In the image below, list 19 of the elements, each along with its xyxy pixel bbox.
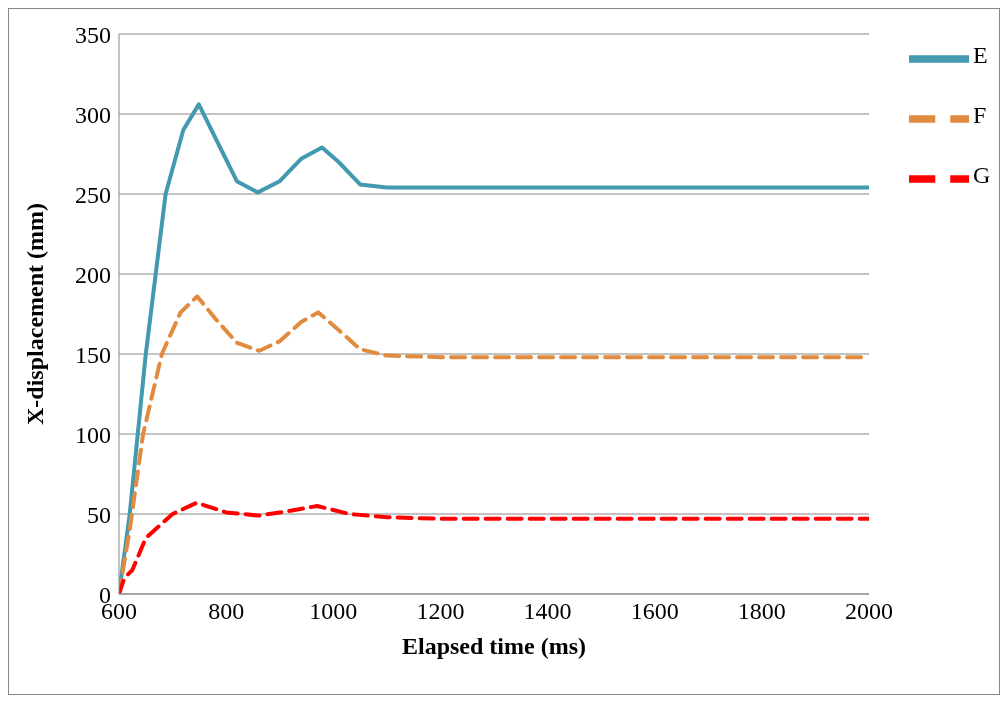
y-tick-label: 350 bbox=[75, 21, 111, 48]
x-tick-label: 800 bbox=[208, 598, 245, 625]
legend-label: G bbox=[973, 161, 991, 188]
y-tick-label: 50 bbox=[87, 501, 111, 528]
x-tick-label: 1600 bbox=[630, 598, 679, 625]
y-tick-label: 100 bbox=[75, 421, 111, 448]
x-tick-label: 2000 bbox=[845, 598, 893, 625]
x-tick-label: 1200 bbox=[416, 598, 465, 625]
y-tick-label: 300 bbox=[75, 101, 111, 128]
y-tick-label: 250 bbox=[75, 181, 111, 208]
y-tick-label: 150 bbox=[75, 341, 111, 368]
y-axis-title: X-displacement (mm) bbox=[21, 203, 48, 425]
y-tick-label: 200 bbox=[75, 261, 111, 288]
x-tick-label: 1400 bbox=[523, 598, 572, 625]
legend-label: E bbox=[973, 41, 988, 68]
x-tick-label: 1800 bbox=[737, 598, 786, 625]
legend-label: F bbox=[973, 101, 987, 128]
x-tick-label: 1000 bbox=[309, 598, 358, 625]
x-axis-title: Elapsed time (ms) bbox=[402, 633, 586, 659]
